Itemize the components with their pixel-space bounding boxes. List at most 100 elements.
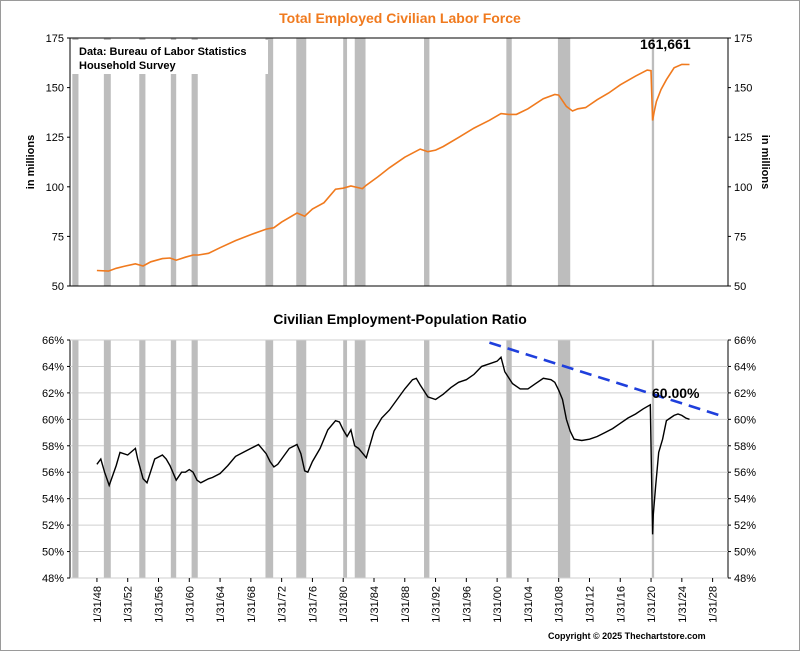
y-tick-label-right: 64% bbox=[734, 361, 756, 373]
y-tick-label-right: 62% bbox=[734, 388, 756, 400]
y-tick-label-right: 52% bbox=[734, 520, 756, 532]
x-tick-label: 1/31/68 bbox=[246, 586, 258, 623]
labor-force-right-axis-title: in millions bbox=[759, 135, 771, 189]
x-tick-label: 1/31/00 bbox=[492, 586, 504, 623]
y-tick-label-right: 60% bbox=[734, 414, 756, 426]
recession-band bbox=[103, 38, 111, 286]
recession-band bbox=[506, 38, 512, 286]
y-tick-label-left: 175 bbox=[46, 33, 64, 45]
y-tick-label-left: 64% bbox=[42, 361, 64, 373]
labor-force-left-ticks: 50 75 100 125 150 175 bbox=[46, 33, 70, 293]
y-tick-label-right: 175 bbox=[734, 33, 752, 45]
recession-band bbox=[557, 38, 571, 286]
y-tick-label-left: 50 bbox=[52, 281, 64, 293]
y-tick-label-left: 58% bbox=[42, 441, 64, 453]
y-tick-label-left: 100 bbox=[46, 182, 64, 194]
y-tick-label-left: 50% bbox=[42, 547, 64, 559]
y-tick-label-left: 75 bbox=[52, 231, 64, 243]
y-tick-label-right: 150 bbox=[734, 83, 752, 95]
labor-force-panel: Total Employed Civilian Labor Force 50 75… bbox=[25, 10, 771, 293]
recession-band bbox=[72, 38, 79, 286]
y-tick-label-left: 48% bbox=[42, 573, 64, 585]
x-tick-label: 1/31/80 bbox=[338, 586, 350, 623]
copyright-note: Copyright © 2025 Thechartstore.com bbox=[548, 631, 706, 641]
x-tick-label: 1/31/08 bbox=[554, 586, 566, 623]
y-tick-label-right: 50 bbox=[734, 281, 746, 293]
x-tick-label: 1/31/72 bbox=[277, 586, 289, 623]
y-tick-label-right: 66% bbox=[734, 335, 756, 347]
x-tick-label: 1/31/64 bbox=[215, 586, 227, 623]
y-tick-label-right: 54% bbox=[734, 494, 756, 506]
x-tick-label: 1/31/52 bbox=[123, 586, 135, 623]
y-tick-label-left: 62% bbox=[42, 388, 64, 400]
x-tick-label: 1/31/04 bbox=[523, 586, 535, 623]
y-tick-label-left: 56% bbox=[42, 467, 64, 479]
y-tick-label-left: 52% bbox=[42, 520, 64, 532]
source-line-1: Data: Bureau of Labor Statistics bbox=[79, 46, 246, 58]
employment-ratio-plot-area bbox=[69, 339, 729, 579]
source-line-2: Household Survey bbox=[79, 60, 176, 72]
recession-band bbox=[343, 38, 348, 286]
recession-band bbox=[424, 38, 430, 286]
y-tick-label-right: 125 bbox=[734, 132, 752, 144]
y-tick-label-left: 66% bbox=[42, 335, 64, 347]
x-tick-label: 1/31/96 bbox=[461, 586, 473, 623]
labor-force-title: Total Employed Civilian Labor Force bbox=[279, 10, 521, 26]
x-tick-label: 1/31/28 bbox=[708, 586, 720, 623]
y-tick-label-right: 58% bbox=[734, 441, 756, 453]
employment-ratio-series-line bbox=[96, 355, 690, 535]
employment-ratio-left-ticks: 48% 50% 52% 54% 56% 58% 60% 62% 64% 66% bbox=[42, 335, 70, 585]
recession-band bbox=[72, 340, 79, 578]
recession-band bbox=[354, 38, 366, 286]
recession-band bbox=[103, 340, 111, 578]
employment-ratio-right-ticks: 48% 50% 52% 54% 56% 58% 60% 62% 64% 66% bbox=[728, 335, 756, 585]
recession-band bbox=[265, 38, 274, 286]
x-tick-label: 1/31/56 bbox=[154, 586, 166, 623]
y-tick-label-right: 50% bbox=[734, 547, 756, 559]
y-tick-label-right: 56% bbox=[734, 467, 756, 479]
recession-band bbox=[170, 38, 177, 286]
source-box bbox=[72, 40, 268, 74]
recession-band bbox=[424, 340, 430, 578]
x-tick-label: 1/31/48 bbox=[92, 586, 104, 623]
x-tick-label: 1/31/76 bbox=[307, 586, 319, 623]
labor-force-recession-bands bbox=[72, 38, 655, 286]
x-tick-label: 1/31/88 bbox=[400, 586, 412, 623]
recession-band bbox=[296, 38, 307, 286]
recession-band bbox=[296, 340, 307, 578]
x-tick-label: 1/31/60 bbox=[184, 586, 196, 623]
y-tick-label-right: 75 bbox=[734, 231, 746, 243]
x-tick-label: 1/31/84 bbox=[369, 586, 381, 623]
employment-ratio-latest-value: 60.00% bbox=[652, 385, 700, 401]
labor-force-left-axis-title: in millions bbox=[25, 135, 37, 189]
x-tick-label: 1/31/24 bbox=[677, 586, 689, 623]
y-tick-label-right: 48% bbox=[734, 573, 756, 585]
x-tick-label: 1/31/16 bbox=[615, 586, 627, 623]
y-tick-label-left: 150 bbox=[46, 83, 64, 95]
labor-force-series-line bbox=[96, 63, 690, 272]
employment-ratio-panel: Civilian Employment-Population Ratio 48%… bbox=[42, 311, 756, 585]
y-tick-label-left: 54% bbox=[42, 494, 64, 506]
recession-band bbox=[651, 340, 655, 578]
labor-force-right-ticks: 50 75 100 125 150 175 bbox=[728, 33, 752, 293]
x-tick-label: 1/31/92 bbox=[431, 586, 443, 623]
recession-band bbox=[191, 340, 198, 578]
x-tick-label: 1/31/20 bbox=[646, 586, 658, 623]
y-tick-label-left: 125 bbox=[46, 132, 64, 144]
x-tick-label: 1/31/12 bbox=[584, 586, 596, 623]
recession-band bbox=[191, 38, 198, 286]
recession-band bbox=[557, 340, 571, 578]
recession-band bbox=[506, 340, 512, 578]
recession-band bbox=[139, 340, 146, 578]
recession-band bbox=[343, 340, 348, 578]
employment-ratio-title: Civilian Employment-Population Ratio bbox=[273, 311, 527, 327]
recession-band bbox=[139, 38, 146, 286]
y-tick-label-left: 60% bbox=[42, 414, 64, 426]
x-axis-ticks: 1/31/48 1/31/52 1/31/56 1/31/60 1/31/64 1/31/… bbox=[92, 578, 720, 623]
recession-band bbox=[170, 340, 177, 578]
employment-ratio-gridlines bbox=[70, 339, 728, 579]
labor-force-latest-value: 161,661 bbox=[640, 36, 691, 52]
recession-band bbox=[651, 38, 655, 286]
employment-ratio-trend-line bbox=[489, 341, 725, 418]
